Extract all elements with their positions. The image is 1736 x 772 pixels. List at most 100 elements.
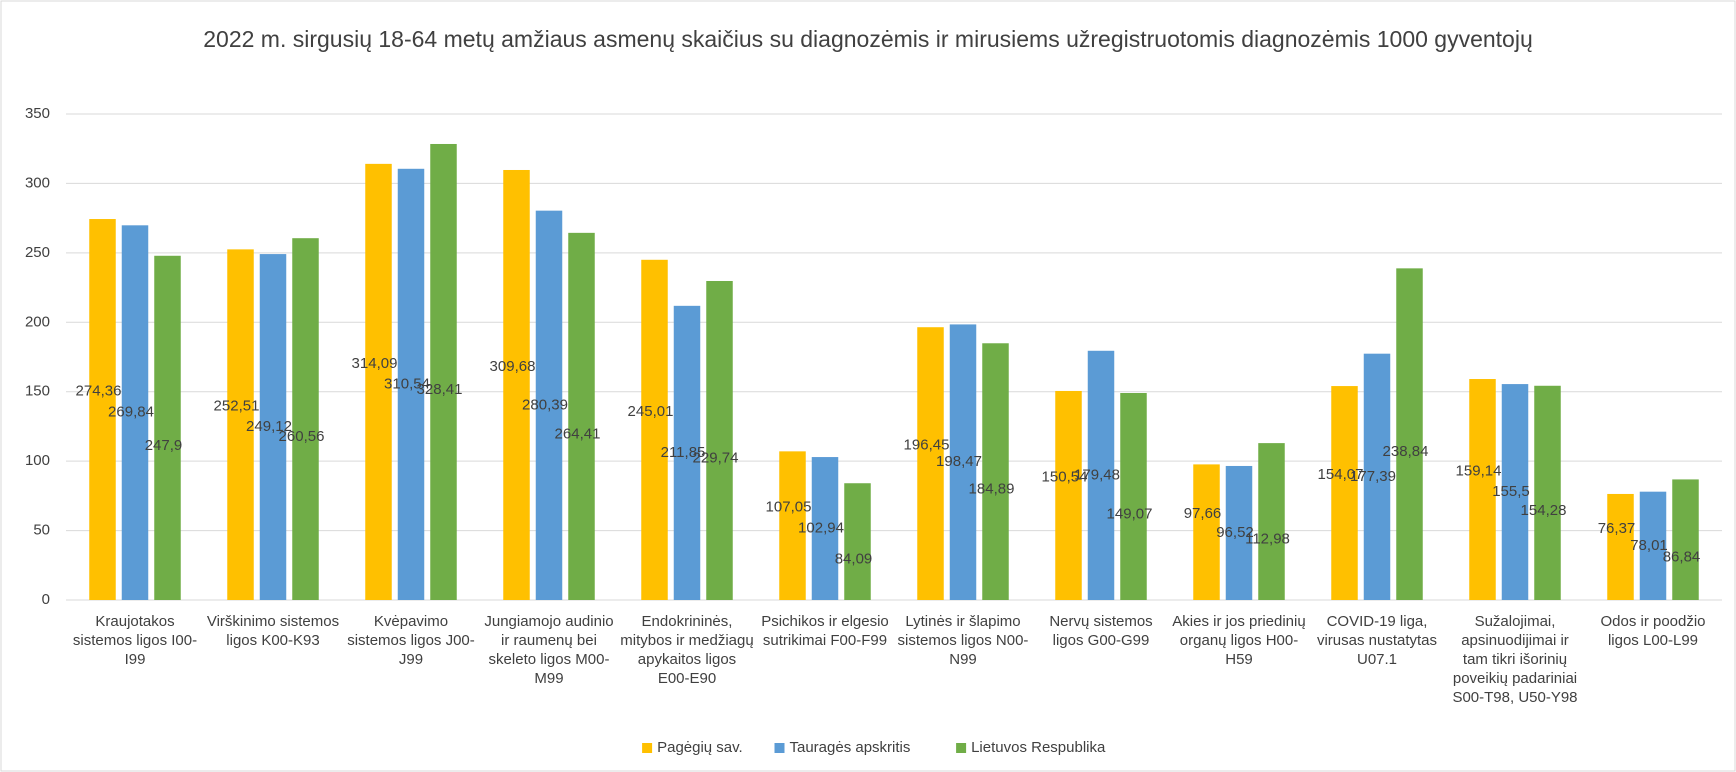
bar [1396, 268, 1423, 600]
x-tick-label: Kraujotakos sistemos ligos I00-I99 [72, 613, 198, 668]
bar [844, 483, 871, 600]
x-tick-label: Odos ir poodžio ligos L00-L99 [1600, 613, 1706, 649]
bar [641, 259, 668, 600]
legend-label: Pagėgių sav. [657, 739, 743, 756]
data-label: 229,74 [693, 449, 739, 466]
x-label-box: Jungiamojo audinio ir raumenų bei skelet… [484, 613, 614, 687]
y-tick-label: 50 [33, 522, 50, 539]
bar [430, 143, 457, 601]
bar [1258, 443, 1285, 600]
data-label: 198,47 [936, 453, 982, 470]
data-label: 97,66 [1184, 505, 1222, 522]
y-tick-label: 100 [25, 452, 50, 469]
data-label: 314,09 [352, 355, 398, 372]
bar [1363, 353, 1391, 600]
data-label: 102,94 [798, 519, 844, 536]
bar [1639, 491, 1667, 600]
bar [503, 169, 530, 601]
x-tick-label: Sužalojimai, apsinuodijimai ir tam tikri… [1452, 613, 1578, 706]
data-label: 247,9 [145, 437, 183, 454]
data-label: 238,84 [1383, 443, 1429, 460]
data-label: 107,05 [766, 499, 812, 516]
legend-swatch [642, 743, 653, 753]
bar [1469, 379, 1496, 600]
data-label: 252,51 [214, 398, 260, 415]
bar [292, 238, 319, 600]
data-label: 211,85 [661, 444, 706, 461]
bar [121, 225, 149, 600]
bar [811, 457, 839, 600]
data-label: 78,01 [1630, 537, 1668, 554]
bar [1087, 350, 1115, 600]
data-label: 196,45 [904, 437, 950, 454]
bar [227, 249, 254, 600]
y-tick-label: 300 [25, 174, 50, 191]
x-label-box: Psichikos ir elgesio sutrikimai F00-F99 [761, 613, 889, 649]
bar [706, 280, 733, 600]
y-tick-label: 250 [25, 244, 50, 261]
data-label: 269,84 [108, 404, 154, 421]
x-tick-label: COVID-19 liga, virusas nustatytas U07.1 [1316, 613, 1438, 668]
bar [89, 219, 116, 600]
bar [1225, 465, 1253, 600]
y-tick-label: 350 [25, 105, 50, 122]
x-tick-label: Lytinės ir šlapimo sistemos ligos N00-N9… [897, 613, 1029, 668]
bar [154, 255, 181, 601]
x-tick-label: Virškinimo sistemos ligos K00-K93 [206, 613, 340, 649]
data-label: 149,07 [1107, 505, 1153, 522]
x-label-box: Lytinės ir šlapimo sistemos ligos N00-N9… [897, 613, 1029, 668]
bar [949, 324, 977, 600]
chart-title: 2022 m. sirgusių 18-64 metų amžiaus asme… [203, 26, 1533, 52]
x-tick-label: Kvėpavimo sistemos ligos J00-J99 [347, 613, 475, 668]
data-label: 179,48 [1074, 466, 1120, 483]
bar [1055, 390, 1082, 600]
data-label: 84,09 [835, 551, 873, 568]
bar [1331, 386, 1358, 600]
data-label: 310,54 [384, 375, 430, 392]
bar [365, 163, 392, 601]
x-label-box: Akies ir jos priedinių organų ligos H00-… [1172, 613, 1306, 668]
bar [917, 327, 944, 600]
data-label: 76,37 [1598, 520, 1636, 537]
legend-swatch [956, 743, 967, 753]
x-tick-label: Nervų sistemos ligos G00-G99 [1049, 613, 1153, 649]
title-box: 2022 m. sirgusių 18-64 metų amžiaus asme… [203, 26, 1533, 52]
data-label: 86,84 [1663, 549, 1701, 566]
data-label: 260,56 [279, 428, 325, 445]
bar [779, 451, 806, 600]
bar [1193, 464, 1220, 600]
x-label-box: Endokrininės, mitybos ir medžiagų apykai… [620, 613, 754, 687]
data-label: 309,68 [490, 358, 536, 375]
bar [535, 210, 563, 601]
x-label-box: Virškinimo sistemos ligos K00-K93 [206, 613, 340, 649]
data-label: 184,89 [969, 481, 1015, 498]
data-label: 96,52 [1216, 524, 1254, 541]
bar [673, 305, 701, 600]
bar [568, 232, 595, 600]
bar [1534, 385, 1561, 600]
data-label: 112,98 [1245, 531, 1290, 548]
bar [397, 168, 425, 600]
bar [1672, 479, 1699, 600]
x-tick-label: Psichikos ir elgesio sutrikimai F00-F99 [761, 613, 889, 649]
bar [1120, 393, 1147, 600]
x-tick-label: Endokrininės, mitybos ir medžiagų apykai… [620, 613, 754, 687]
bar [1501, 384, 1529, 600]
legend-label: Tauragės apskritis [790, 739, 911, 756]
data-label: 150,54 [1042, 468, 1088, 485]
data-label: 155,5 [1492, 483, 1530, 500]
data-label: 177,39 [1350, 468, 1396, 485]
bar [259, 254, 287, 600]
data-label: 159,14 [1456, 462, 1502, 479]
data-label: 280,39 [522, 396, 568, 413]
data-label: 264,41 [555, 425, 601, 442]
x-tick-label: Akies ir jos priedinių organų ligos H00-… [1172, 613, 1306, 668]
data-label: 249,12 [246, 418, 292, 435]
x-label-box: Nervų sistemos ligos G00-G99 [1049, 613, 1153, 649]
legend-label: Lietuvos Respublika [971, 739, 1106, 756]
data-label: 154,28 [1521, 502, 1567, 519]
x-tick-label: Jungiamojo audinio ir raumenų bei skelet… [484, 613, 614, 687]
bar [1607, 493, 1634, 600]
